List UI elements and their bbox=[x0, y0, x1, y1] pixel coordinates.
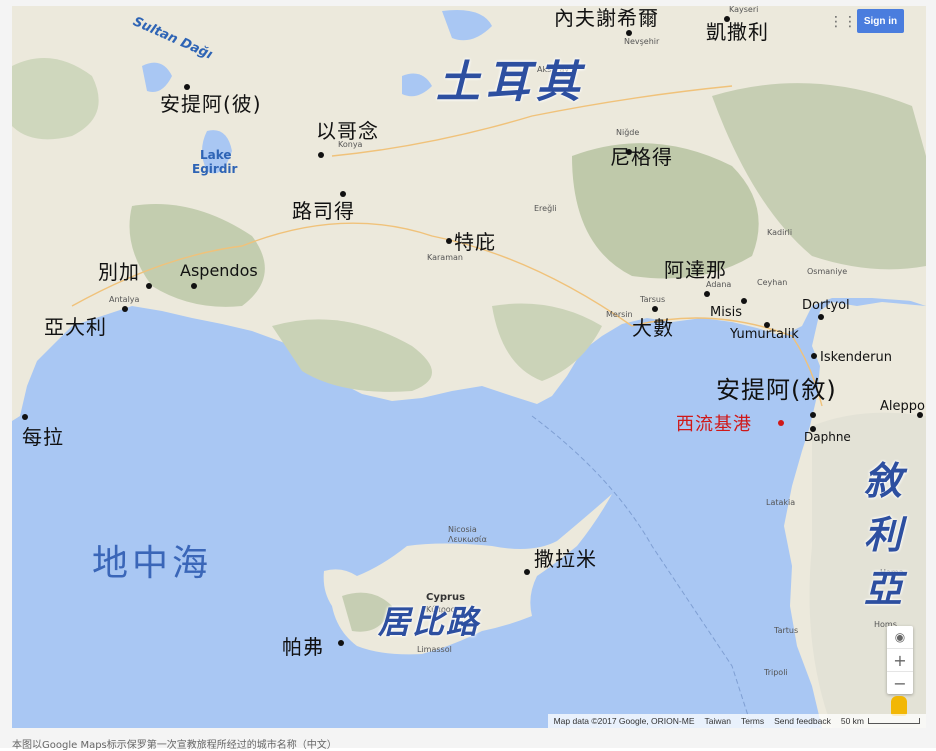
send-feedback-link[interactable]: Send feedback bbox=[774, 716, 831, 726]
base-label-nevsehir: Nevşehir bbox=[624, 37, 660, 46]
place-marker bbox=[338, 640, 344, 646]
place-marker bbox=[810, 412, 816, 418]
base-label-kayseri: Kayseri bbox=[729, 6, 759, 14]
map-canvas[interactable]: Sultan Dağı Lake Egirdir Konya Karaman A… bbox=[12, 6, 926, 728]
place-marker bbox=[184, 84, 190, 90]
place-marker bbox=[811, 353, 817, 359]
scale-line bbox=[868, 718, 920, 724]
place-marker bbox=[191, 283, 197, 289]
lake-label-line1: Lake bbox=[200, 148, 232, 162]
place-marker bbox=[340, 191, 346, 197]
place-marker bbox=[446, 238, 452, 244]
pegman-icon[interactable] bbox=[891, 696, 907, 716]
place-marker bbox=[122, 306, 128, 312]
page-caption: 本图以Google Maps标示保罗第一次宣教旅程所经过的城市名称（中文） bbox=[12, 740, 337, 751]
base-label-aksaray: Aksaray bbox=[537, 65, 570, 74]
place-label-mersin: 大數 bbox=[632, 316, 674, 340]
region-label-syria: 敘利亞 bbox=[864, 458, 903, 611]
place-label-lystra: 路司得 bbox=[292, 199, 355, 223]
place-label-iconium: 以哥念 bbox=[316, 119, 379, 143]
base-label-limassol: Limassol bbox=[417, 645, 452, 654]
base-label-kypros: Κύπρος bbox=[426, 605, 456, 614]
terms-link[interactable]: Terms bbox=[740, 716, 765, 726]
base-label-ceyhan: Ceyhan bbox=[757, 278, 788, 287]
place-label-dortyol: Dortyol bbox=[802, 298, 850, 313]
base-label-cyprus: Cyprus bbox=[426, 592, 466, 603]
base-label-latakia: Latakia bbox=[766, 498, 796, 507]
base-label-nigde: Niğde bbox=[616, 128, 640, 137]
map-attribution: Map data ©2017 Google, ORION-ME Taiwan T… bbox=[547, 714, 926, 728]
zoom-out-button[interactable]: − bbox=[893, 673, 907, 693]
place-label-derbe: 特庇 bbox=[454, 230, 496, 254]
place-label-attalia: 亞大利 bbox=[44, 315, 107, 339]
place-label-nigde: 尼格得 bbox=[610, 145, 673, 169]
scale-bar: 50 km bbox=[841, 716, 920, 726]
place-label-iskenderun: Iskenderun bbox=[820, 350, 892, 365]
base-label-osmaniye: Osmaniye bbox=[807, 267, 848, 276]
place-label-antioch-syria: 安提阿(敘) bbox=[716, 376, 837, 404]
place-label-paphos: 帕弗 bbox=[282, 635, 324, 659]
base-label-homs: Homs bbox=[874, 620, 897, 629]
place-label-perga: 別加 bbox=[98, 260, 140, 284]
zoom-controls: ◉ + − bbox=[887, 626, 913, 694]
place-marker bbox=[22, 414, 28, 420]
region-label-cyprus: 居比路 bbox=[378, 603, 481, 641]
base-label-antalya: Antalya bbox=[109, 295, 140, 304]
place-marker bbox=[626, 149, 632, 155]
base-label-tarsus: Tarsus bbox=[640, 295, 666, 304]
base-label-eregli: Ereğli bbox=[534, 204, 557, 213]
place-label-misis: Misis bbox=[710, 305, 742, 320]
place-label-aleppo: Aleppo bbox=[880, 399, 925, 414]
place-marker bbox=[810, 426, 816, 432]
map-terrain bbox=[12, 6, 926, 728]
lake-label-line2: Egirdir bbox=[192, 162, 238, 176]
base-label-adana: Adana bbox=[706, 280, 732, 289]
zoom-in-button[interactable]: + bbox=[887, 649, 913, 672]
place-label-nevsehir: 內夫謝希爾 bbox=[554, 6, 659, 30]
place-marker bbox=[741, 298, 747, 304]
place-marker bbox=[146, 283, 152, 289]
place-label-daphne: Daphne bbox=[804, 430, 851, 444]
place-marker bbox=[704, 291, 710, 297]
place-label-adana: 阿達那 bbox=[664, 258, 727, 282]
region-link[interactable]: Taiwan bbox=[704, 716, 731, 726]
base-label-hama: Hama bbox=[880, 568, 904, 577]
base-label-konya: Konya bbox=[338, 140, 363, 149]
place-marker bbox=[626, 30, 632, 36]
base-label-karaman: Karaman bbox=[427, 253, 463, 262]
base-label-tartus: Tartus bbox=[774, 626, 799, 635]
place-marker bbox=[917, 412, 923, 418]
place-label-yumurtalik: Yumurtalik bbox=[730, 327, 799, 342]
base-label-mersin: Mersin bbox=[606, 310, 633, 319]
base-label-kadirli: Kadirli bbox=[767, 228, 793, 237]
map-data-credit: Map data ©2017 Google, ORION-ME bbox=[553, 716, 695, 726]
place-marker bbox=[724, 16, 730, 22]
place-marker bbox=[524, 569, 530, 575]
scale-label: 50 km bbox=[840, 716, 864, 726]
place-label-kayseri: 凱撒利 bbox=[706, 20, 769, 44]
place-label-aspendos: Aspendos bbox=[180, 261, 258, 280]
compass-icon[interactable]: ◉ bbox=[887, 626, 913, 649]
place-label-seleucia: 西流基港 bbox=[676, 414, 752, 435]
region-label-turkey: 土耳其 bbox=[436, 57, 586, 108]
sign-in-button[interactable]: Sign in bbox=[857, 9, 904, 33]
place-marker bbox=[652, 306, 658, 312]
place-marker bbox=[318, 152, 324, 158]
base-label-nicosia: Nicosia bbox=[448, 525, 477, 534]
place-marker bbox=[764, 322, 770, 328]
base-label-nicosia-gr: Λευκωσία bbox=[448, 535, 487, 544]
region-label-sea: 地中海 bbox=[92, 543, 213, 584]
place-label-antioch-pisidia: 安提阿(彼) bbox=[160, 92, 262, 116]
place-marker-red bbox=[778, 420, 784, 426]
place-label-myra: 每拉 bbox=[22, 425, 64, 449]
place-marker bbox=[818, 314, 824, 320]
base-label-tripoli: Tripoli bbox=[764, 668, 788, 677]
place-label-salamis: 撒拉米 bbox=[534, 547, 597, 571]
